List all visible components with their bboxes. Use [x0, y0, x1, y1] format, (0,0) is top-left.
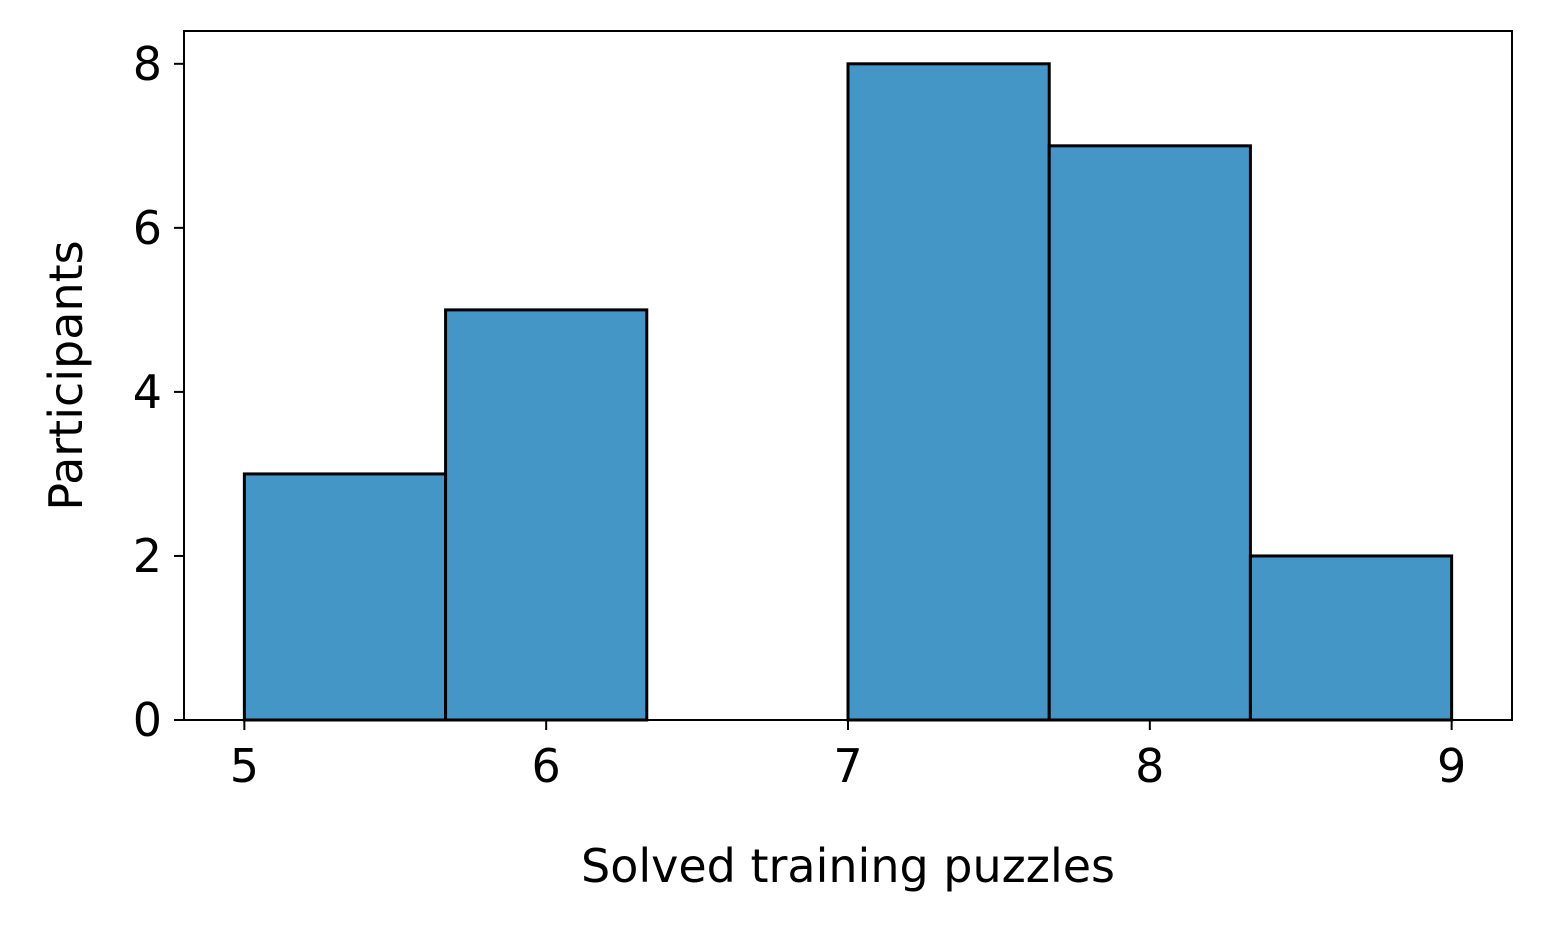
histogram-bar-4 [1047, 144, 1252, 722]
y-tick-label: 4 [133, 365, 162, 419]
histogram-bar-0 [242, 472, 448, 722]
y-axis-label: Participants [39, 240, 93, 510]
histogram-bar-5 [1248, 554, 1454, 722]
y-tick-label: 2 [133, 529, 162, 583]
x-tick-label: 8 [1135, 739, 1164, 793]
x-tick-label: 6 [532, 739, 561, 793]
x-tick-label: 9 [1437, 739, 1466, 793]
histogram-bar-1 [444, 308, 649, 722]
ticks-layer: 5 6 7 8 9 0 2 4 6 8 [133, 37, 1467, 793]
y-tick-label: 0 [133, 693, 162, 747]
x-tick-label: 5 [230, 739, 259, 793]
bars-layer [242, 62, 1454, 722]
y-tick-label: 8 [133, 37, 162, 91]
y-tick-label: 6 [133, 201, 162, 255]
x-axis-label: Solved training puzzles [581, 839, 1115, 893]
histogram-bar-3 [846, 62, 1051, 722]
x-tick-label: 7 [833, 739, 862, 793]
